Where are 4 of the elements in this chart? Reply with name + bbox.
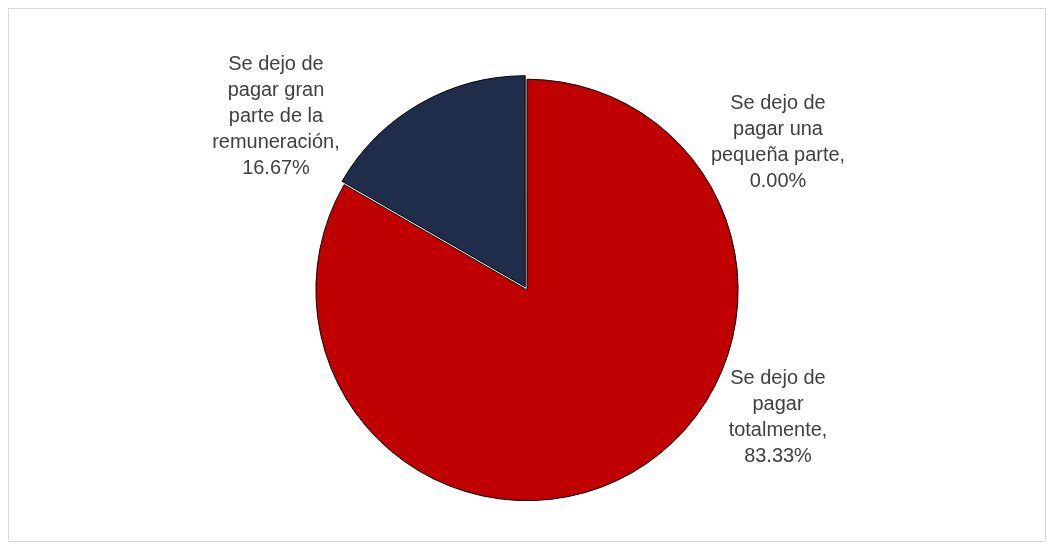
- slice-label: Se dejo de pagar gran parte de la remuneración, 16.67%: [212, 52, 340, 178]
- text: 0.00%: [749, 168, 807, 191]
- category-label: Se dejo de pagar una pequeña parte,: [710, 91, 846, 165]
- slice-label: Se dejo de pagar totalmente, 83.33%: [728, 366, 828, 467]
